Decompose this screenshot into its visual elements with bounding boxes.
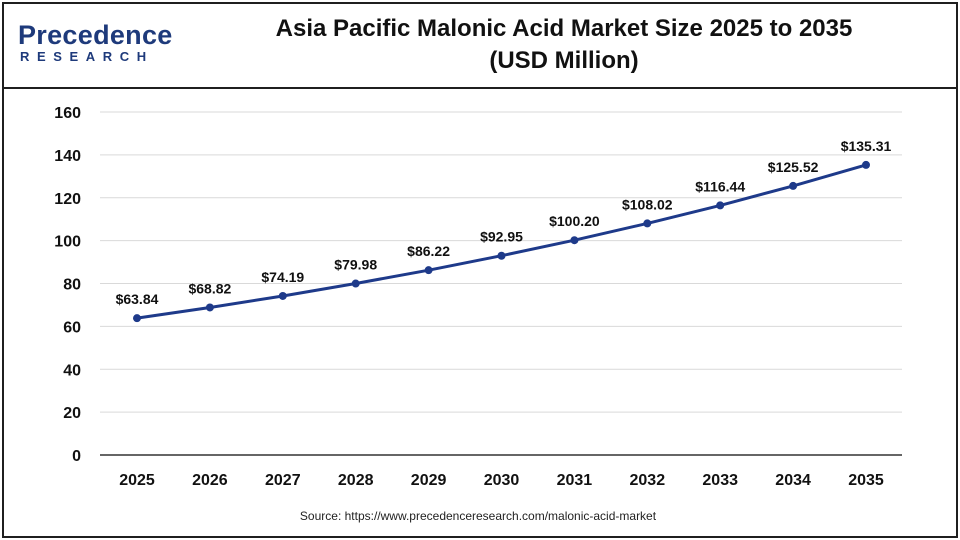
chart-title: Asia Pacific Malonic Acid Market Size 20… [184,13,944,77]
data-point-marker [716,201,725,210]
data-label: $135.31 [841,138,892,154]
logo-brand-text: Precedence [18,20,173,50]
x-tick-label: 2035 [848,472,884,489]
x-tick-label: 2025 [119,472,155,489]
chart-title-line-1: Asia Pacific Malonic Acid Market Size 20… [275,15,853,42]
precedence-research-logo: Precedence RESEARCH [18,20,172,68]
data-label: $79.98 [334,257,377,273]
data-label: $100.20 [549,213,600,229]
y-tick-label: 80 [63,277,81,294]
y-tick-label: 60 [63,319,81,336]
data-label: $116.44 [695,178,745,194]
data-point-marker [862,160,870,169]
data-label: $74.19 [261,269,304,285]
data-label: $63.84 [116,291,159,307]
x-tick-label: 2034 [775,472,811,489]
header: Precedence RESEARCH Asia Pacific Malonic… [4,4,956,89]
data-point-marker [643,219,652,228]
y-tick-label: 140 [54,148,81,165]
data-label: $108.02 [622,196,673,212]
x-tick-label: 2031 [557,472,593,489]
x-tick-label: 2026 [192,472,228,489]
data-point-marker [205,303,214,312]
data-point-marker [351,279,360,288]
x-tick-label: 2033 [702,472,738,489]
data-label: $86.22 [407,243,450,259]
y-tick-label: 0 [72,448,81,465]
x-tick-label: 2028 [338,472,374,489]
x-tick-label: 2027 [265,472,301,489]
data-point-marker [789,181,798,190]
y-tick-label: 120 [54,191,81,208]
y-tick-label: 40 [63,362,81,379]
data-point-marker [497,251,506,260]
y-tick-label: 100 [54,234,81,251]
data-point-marker [570,236,579,245]
chart-title-line-2: (USD Million) [489,47,639,74]
data-label: $68.82 [188,280,231,296]
data-point-marker [278,291,287,300]
data-point-marker [424,266,433,275]
y-tick-label: 160 [54,105,81,122]
x-tick-label: 2029 [411,472,447,489]
logo-sub-text: RESEARCH [20,49,154,64]
data-label: $125.52 [768,159,819,175]
data-label: $92.95 [480,229,523,245]
data-point-marker [133,314,141,323]
x-tick-label: 2032 [630,472,666,489]
x-tick-label: 2030 [484,472,520,489]
source-note: Source: https://www.precedenceresearch.c… [299,509,657,523]
y-tick-label: 20 [63,405,81,422]
